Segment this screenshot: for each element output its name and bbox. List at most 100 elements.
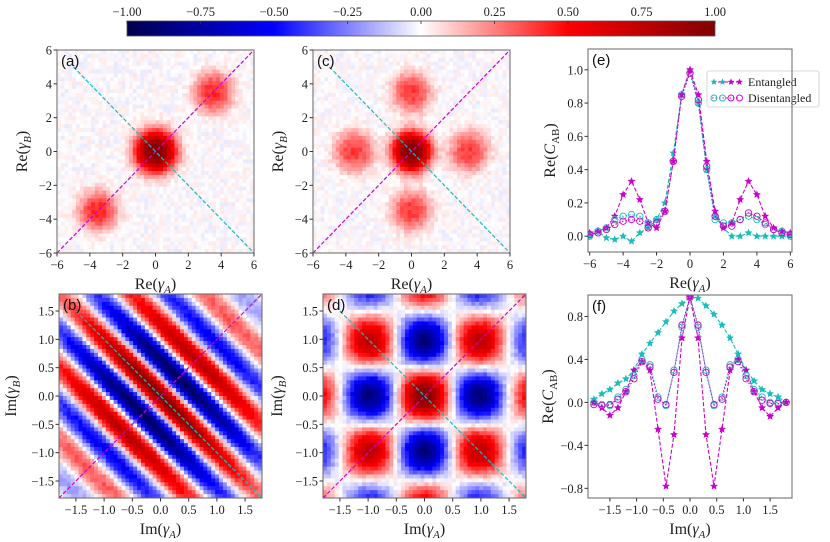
heatmap-cell	[75, 73, 81, 78]
heatmap-cell	[231, 163, 236, 168]
heatmap-cell	[204, 69, 209, 74]
heatmap-cell	[464, 139, 469, 145]
heatmap-cell	[185, 210, 190, 215]
heatmap-cell	[246, 50, 251, 55]
heatmap-cell	[331, 225, 337, 230]
heatmap-cell	[246, 100, 251, 106]
heatmap-cell	[441, 233, 446, 238]
heatmap-cell	[419, 221, 424, 227]
heatmap-cell	[460, 210, 465, 215]
heatmap-cell	[117, 96, 122, 102]
heatmap-cell	[64, 249, 69, 253]
heatmap-cell	[347, 182, 352, 188]
heatmap-cell	[166, 182, 172, 188]
heatmap-cell	[189, 174, 194, 180]
heatmap-cell	[324, 81, 329, 86]
heatmap-cell	[113, 124, 119, 129]
heatmap-cell	[155, 116, 160, 121]
heatmap-cell	[362, 112, 367, 117]
heatmap-cell	[219, 128, 225, 133]
heatmap-cell	[113, 73, 119, 78]
heatmap-cell	[155, 112, 160, 117]
heatmap-cell	[426, 139, 431, 145]
heatmap-cell	[136, 69, 141, 74]
heatmap-cell	[98, 182, 103, 188]
heatmap-cell	[178, 112, 183, 117]
heatmap-cell	[204, 213, 209, 219]
heatmap-cell	[235, 151, 240, 156]
heatmap-cell	[204, 135, 209, 141]
heatmap-cell	[60, 206, 65, 211]
heatmap-cell	[392, 50, 397, 55]
heatmap-cell	[91, 171, 96, 176]
heatmap-cell	[403, 182, 409, 188]
heatmap-cell	[388, 233, 393, 238]
heatmap-cell	[98, 147, 103, 152]
heatmap-cell	[366, 241, 371, 246]
heatmap-cell	[223, 100, 228, 106]
heatmap-cell	[178, 104, 183, 109]
heatmap-cell	[339, 241, 344, 246]
heatmap-cell	[91, 210, 96, 215]
heatmap-cell	[320, 128, 325, 133]
heatmap-cell	[223, 229, 228, 234]
heatmap-cell	[403, 89, 409, 94]
heatmap-cell	[426, 186, 431, 191]
heatmap-cell	[354, 249, 359, 253]
heatmap-cell	[449, 57, 454, 63]
heatmap-cell	[166, 202, 172, 207]
heatmap-cell	[343, 249, 348, 253]
heatmap-cell	[430, 116, 435, 121]
heatmap-cell	[366, 167, 371, 172]
heatmap-cell	[163, 81, 168, 86]
heatmap-cell	[163, 249, 168, 253]
heatmap-cell	[189, 221, 194, 227]
heatmap-cell	[140, 233, 145, 238]
heatmap-cell	[373, 135, 378, 141]
heatmap-cell	[155, 61, 160, 67]
heatmap-cell	[125, 151, 130, 156]
heatmap-cell	[407, 221, 412, 227]
heatmap-cell	[208, 163, 213, 168]
heatmap-cell	[246, 171, 251, 176]
heatmap-cell	[415, 57, 420, 63]
heatmap-cell	[388, 85, 393, 90]
heatmap-cell	[324, 221, 329, 227]
heatmap-cell	[64, 81, 69, 86]
heatmap-cell	[197, 120, 202, 125]
heatmap-cell	[75, 116, 81, 121]
heatmap-cell	[189, 147, 194, 152]
heatmap-cell	[136, 100, 141, 106]
heatmap-cell	[121, 217, 126, 223]
heatmap-cell	[197, 182, 202, 188]
heatmap-cell	[242, 50, 247, 55]
heatmap-cell	[174, 81, 179, 86]
heatmap-cell	[185, 194, 190, 199]
heatmap-cell	[335, 182, 340, 188]
heatmap-cell	[113, 198, 119, 203]
heatmap-cell	[193, 50, 198, 55]
heatmap-cell	[419, 57, 424, 63]
heatmap-cell	[68, 167, 73, 172]
heatmap-cell	[430, 221, 435, 227]
heatmap-cell	[147, 167, 153, 172]
heatmap-cell	[396, 131, 401, 137]
heatmap-cell	[212, 202, 217, 207]
heatmap-cell	[235, 69, 240, 74]
heatmap-cell	[339, 61, 344, 67]
heatmap-cell	[182, 131, 187, 137]
heatmap-cell	[369, 159, 375, 164]
heatmap-cell	[140, 159, 145, 164]
heatmap-cell	[87, 155, 92, 160]
heatmap-cell	[453, 143, 458, 148]
heatmap-cell	[231, 206, 236, 211]
heatmap-cell	[369, 229, 375, 234]
heatmap-cell	[110, 241, 115, 246]
heatmap-cell	[128, 135, 134, 141]
heatmap-cell	[246, 174, 251, 180]
colorbar-tick-label: 0.75	[631, 5, 653, 19]
heatmap-cell	[144, 233, 149, 238]
heatmap-cell	[456, 151, 462, 156]
heatmap-cell	[350, 182, 356, 188]
heatmap-cell	[456, 112, 462, 117]
